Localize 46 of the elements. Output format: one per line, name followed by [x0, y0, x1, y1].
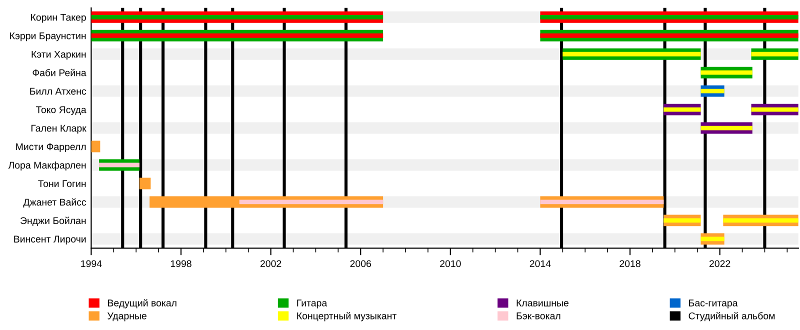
y-tick-label: Кэрри Браунстин	[10, 32, 86, 42]
bar	[700, 70, 752, 75]
legend-label: Гитара	[297, 300, 328, 308]
y-tick-label: Лора Макфарлен	[8, 161, 86, 171]
x-tick-label: 1994	[81, 260, 102, 268]
y-tick-label: Гален Кларк	[31, 124, 86, 134]
bar	[723, 218, 798, 223]
bar	[664, 218, 701, 223]
x-tick-label: 2006	[350, 260, 371, 268]
x-tick-label: 2018	[620, 260, 640, 268]
legend-label: Бас-гитара	[689, 300, 738, 308]
x-tick-label: 2010	[440, 260, 461, 268]
bar	[540, 200, 664, 204]
bar	[664, 107, 701, 112]
y-tick-label: Корин Такер	[31, 14, 86, 23]
x-tick-label: 2014	[530, 260, 551, 268]
bar	[91, 140, 100, 152]
bar	[239, 200, 384, 204]
bar	[540, 33, 798, 38]
legend-label: Ударные	[107, 312, 146, 322]
bar	[700, 236, 724, 242]
bar	[751, 52, 798, 56]
y-tick-label: Токо Ясуда	[36, 106, 86, 116]
legend-label: Клавишные	[516, 300, 568, 306]
bar	[562, 52, 701, 56]
y-tick-label: Мисти Фаррелл	[16, 143, 86, 152]
y-tick-label: Энджи Бойлан	[20, 216, 86, 226]
y-tick-label: Кэти Харкин	[32, 50, 86, 60]
y-tick-label: Билл Атхенс	[30, 88, 86, 95]
bar	[700, 88, 724, 94]
y-tick-label: Джанет Вайсс	[23, 198, 86, 208]
legend-label: Бэк-вокал	[516, 312, 560, 320]
bar	[751, 107, 798, 112]
y-tick-label: Фаби Рейна	[32, 68, 86, 76]
legend-label: Студийный альбом	[688, 312, 775, 322]
bar	[700, 126, 752, 130]
bar	[139, 178, 151, 190]
legend-label: Концертный музыкант	[297, 312, 396, 322]
x-tick-label: 2022	[710, 260, 730, 268]
bar	[91, 33, 384, 38]
y-tick-label: Винсент Лирочи	[14, 236, 86, 244]
legend-label: Ведущий вокал	[108, 299, 176, 308]
bar	[99, 162, 140, 168]
x-tick-label: 2002	[260, 260, 282, 268]
y-tick-label: Тони Гогин	[38, 180, 86, 188]
x-tick-label: 1998	[170, 260, 192, 268]
